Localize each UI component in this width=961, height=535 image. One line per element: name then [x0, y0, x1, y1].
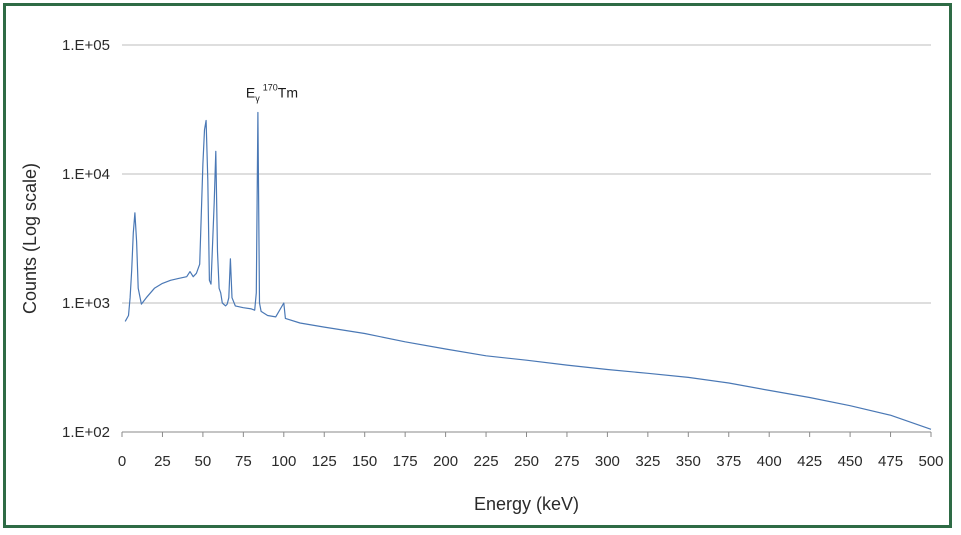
- x-tick-label: 400: [757, 453, 782, 470]
- y-tick-label: 1.E+04: [62, 166, 110, 183]
- y-tick-label: 1.E+02: [62, 424, 110, 441]
- y-axis-title: Counts (Log scale): [20, 163, 40, 314]
- peak-annotation: Eγ170Tm: [246, 82, 298, 103]
- x-tick-label: 350: [676, 453, 701, 470]
- x-tick-label: 250: [514, 453, 539, 470]
- x-tick-label: 25: [154, 453, 171, 470]
- y-tick-label: 1.E+05: [62, 37, 110, 54]
- y-tick-label: 1.E+03: [62, 295, 110, 312]
- x-tick-label: 300: [595, 453, 620, 470]
- x-tick-label: 200: [433, 453, 458, 470]
- x-tick-label: 125: [312, 453, 337, 470]
- x-tick-label: 0: [118, 453, 126, 470]
- x-tick-label: 500: [918, 453, 943, 470]
- x-tick-label: 425: [797, 453, 822, 470]
- annotation-base: E: [246, 84, 255, 100]
- grid-lines: [122, 44, 931, 304]
- annotation-isotope: Tm: [278, 84, 298, 100]
- x-tick-label: 225: [474, 453, 499, 470]
- x-tick-label: 475: [878, 453, 903, 470]
- chart-frame: [3, 3, 952, 528]
- x-tick-label: 50: [195, 453, 212, 470]
- plot-area: [124, 111, 932, 430]
- annotation-superscript: 170: [263, 82, 278, 92]
- x-axis-title: Energy (keV): [474, 494, 579, 514]
- x-tick-label: 450: [838, 453, 863, 470]
- series-line: [124, 111, 932, 430]
- x-tick-label: 175: [393, 453, 418, 470]
- x-tick-label: 275: [554, 453, 579, 470]
- x-tick-label: 150: [352, 453, 377, 470]
- x-tick-label: 325: [635, 453, 660, 470]
- x-tick-label: 100: [271, 453, 296, 470]
- x-tick-label: 375: [716, 453, 741, 470]
- x-tick-label: 75: [235, 453, 252, 470]
- annotation-subscript: γ: [255, 93, 260, 103]
- y-axis-ticks: 1.E+02 1.E+03 1.E+04 1.E+05: [62, 37, 110, 441]
- x-axis-ticks: 0 25 50 75 100 125 150 175 200 225 250 275 300 325 350…: [118, 432, 944, 470]
